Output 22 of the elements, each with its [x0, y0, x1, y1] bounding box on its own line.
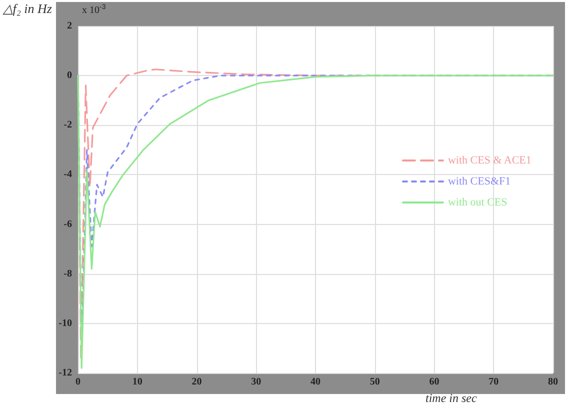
legend-label: with CES & ACE1	[448, 154, 532, 166]
x-tick-label: 60	[429, 376, 440, 388]
y-tick-label: -10	[58, 318, 72, 329]
x-tick-label: 20	[192, 376, 202, 388]
y-tick-label: -6	[64, 218, 72, 230]
y-tick-label: 0	[67, 70, 72, 82]
x-tick-label: 10	[132, 376, 142, 388]
x-tick-label: 0	[76, 376, 80, 388]
y-axis-title: △f₂ in Hz	[2, 1, 52, 16]
y-tick-label: -4	[64, 169, 72, 180]
x-tick-label: 50	[370, 376, 380, 388]
legend-label: with CES&F1	[448, 176, 511, 188]
y-tick-label: -8	[64, 268, 72, 280]
x-tick-label: 30	[251, 376, 262, 388]
x-tick-label: 70	[488, 376, 499, 388]
x-tick-label: 80	[548, 376, 558, 388]
legend-label: with out CES	[448, 196, 508, 208]
x-tick-label: 40	[310, 376, 320, 388]
y-tick-label: 2	[67, 20, 72, 32]
y-tick-label: -12	[58, 368, 72, 378]
y-tick-label: -2	[64, 120, 72, 131]
x-axis-title: time in sec	[426, 390, 478, 404]
